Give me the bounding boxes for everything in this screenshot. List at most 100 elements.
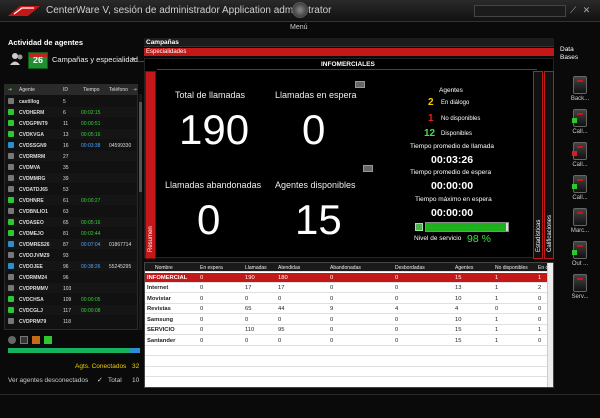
- agent-row[interactable]: CVDKVGA 13 00:05:16: [5, 129, 137, 139]
- table-row[interactable]: SERVICIO 0 110 95 0 0 15 1 1: [145, 326, 549, 335]
- tab-campaigns[interactable]: Campañas: [144, 38, 554, 47]
- show-disconnected-checkbox[interactable]: ✓: [97, 377, 103, 384]
- agent-row[interactable]: CVDMEJO 81 00:02:44: [5, 228, 137, 238]
- table-header: Nombre En espera Llamadas Atendidas Abandona…: [145, 263, 553, 272]
- agent-row[interactable]: castillog 5: [5, 96, 137, 106]
- col-agent[interactable]: Agente: [19, 87, 35, 93]
- table-row[interactable]: Samsung 0 0 0 0 0 10 1 0: [145, 315, 549, 325]
- col-id[interactable]: ID: [63, 87, 68, 93]
- search-input[interactable]: [474, 5, 566, 17]
- agent-id: 96: [63, 263, 69, 270]
- window-controls-icon[interactable]: ⟋ ✕: [570, 5, 593, 15]
- table-cell: 15: [455, 274, 462, 281]
- table-header-cell[interactable]: Desbordadas: [395, 265, 425, 271]
- campaign-filter-label[interactable]: Campañas y especialidad...: [52, 55, 145, 64]
- tab-statistics[interactable]: Estadísticas: [533, 71, 543, 259]
- col-phone[interactable]: Teléfono: [109, 87, 128, 93]
- table-cell: 13: [455, 285, 462, 291]
- empty-row: [145, 378, 549, 387]
- available-label: Disponibles: [441, 131, 473, 137]
- agent-status-icon: [8, 208, 14, 214]
- tab-ratings[interactable]: Calificaciones: [544, 71, 554, 259]
- table-cell: 0: [245, 316, 249, 323]
- expand-icon[interactable]: [355, 81, 365, 88]
- agent-status-icon: [8, 307, 14, 313]
- abandoned-calls-label: Llamadas abandonadas: [165, 180, 262, 190]
- table-row[interactable]: Santander 0 0 0 0 0 15 1 0: [145, 336, 549, 346]
- table-header-cell[interactable]: Agentes: [455, 265, 474, 271]
- table-header-cell[interactable]: Llamadas: [245, 265, 267, 271]
- phone-icon[interactable]: [20, 336, 28, 344]
- chevron-right-icon[interactable]: ▸: [132, 54, 137, 63]
- table-header-cell[interactable]: Atendidas: [278, 265, 301, 271]
- table-header-cell[interactable]: Nombre: [155, 265, 173, 271]
- tab-specialties[interactable]: Especialidades: [144, 48, 554, 56]
- database-item[interactable]: Serv...: [564, 274, 596, 304]
- agent-name: CVDRMRM: [19, 153, 46, 160]
- agent-row[interactable]: CVDBNLIO1 63: [5, 206, 137, 216]
- table-header-cell[interactable]: Abandonadas: [330, 265, 361, 271]
- total-calls-label: Total de llamadas: [175, 90, 246, 100]
- table-header-cell[interactable]: En diálogo: [538, 265, 553, 271]
- agent-status-icon: [8, 109, 14, 115]
- agent-id: 27: [63, 153, 69, 160]
- agent-row[interactable]: CVDMRES26 87 00:07:04 01867714: [5, 239, 137, 249]
- col-time[interactable]: Tiempo: [83, 87, 100, 93]
- calendar-badge[interactable]: 26: [28, 52, 48, 69]
- available-icon[interactable]: [44, 336, 52, 344]
- database-item[interactable]: Call...: [564, 142, 596, 172]
- table-cell: 17: [245, 285, 252, 291]
- agent-row[interactable]: CVDMMRG 39: [5, 173, 137, 183]
- table-row[interactable]: INFOMERCIAL 0 190 180 0 0 15 1 1: [145, 273, 549, 283]
- table-row[interactable]: Movistar 0 0 0 0 0 10 1 0: [145, 294, 549, 304]
- agent-row[interactable]: CVDMVA 35: [5, 162, 137, 172]
- menu-button[interactable]: [292, 2, 308, 18]
- agent-row[interactable]: CVDRMM24 96: [5, 272, 137, 282]
- table-cell: 10: [455, 295, 462, 302]
- agent-row[interactable]: CVDHNRE 61 00:00:27: [5, 195, 137, 205]
- title-bar: CenterWare V, sesión de administrador Ap…: [0, 0, 600, 22]
- max-wait-time-value: 00:00:00: [431, 207, 474, 219]
- agent-row[interactable]: CVDPRM79 118: [5, 316, 137, 326]
- table-cell: 0: [538, 337, 542, 344]
- tab-summary[interactable]: Resumen: [145, 71, 156, 259]
- table-cell: INFOMERCIAL: [147, 274, 188, 281]
- table-scrollbar[interactable]: [547, 263, 553, 387]
- agent-row[interactable]: CVDOJVMZ9 93: [5, 250, 137, 260]
- agent-row[interactable]: CVDRMRM 27: [5, 151, 137, 161]
- agent-id: 65: [63, 219, 69, 226]
- show-disconnected-label[interactable]: Ver agentes desconectados: [8, 377, 89, 384]
- status-icon[interactable]: [8, 336, 16, 344]
- pause-icon[interactable]: [32, 336, 40, 344]
- campaign-title: INFOMERCIALES: [321, 61, 375, 68]
- database-item[interactable]: Back...: [564, 76, 596, 106]
- table-row[interactable]: Internet 0 17 17 0 0 13 1 2: [145, 284, 549, 293]
- server-icon: [573, 274, 587, 292]
- tab-statistics-label: Estadísticas: [536, 219, 542, 252]
- database-item[interactable]: Out ...: [564, 241, 596, 271]
- agent-id: 109: [63, 296, 72, 303]
- agent-row[interactable]: CVDPRMMV 103: [5, 283, 137, 293]
- table-cell: 0: [200, 306, 204, 312]
- database-item[interactable]: Call...: [564, 175, 596, 205]
- not-available-label: No disponibles: [441, 116, 481, 122]
- agent-row[interactable]: CVDATDJ65 53: [5, 184, 137, 194]
- empty-row: [145, 368, 549, 377]
- table-row[interactable]: Revistas 0 65 44 9 4 4 0 0: [145, 305, 549, 314]
- database-item[interactable]: Marc...: [564, 208, 596, 238]
- agent-row[interactable]: CVDCGLJ 117 00:00:08: [5, 305, 137, 315]
- database-item[interactable]: Call...: [564, 109, 596, 139]
- agent-row[interactable]: CVDOJEE 96 00:38:26 55245295: [5, 261, 137, 271]
- expand-icon[interactable]: [363, 165, 373, 172]
- agent-row[interactable]: CVDSSGN9 16 00:03:38 04599330: [5, 140, 137, 150]
- server-icon: [573, 208, 587, 226]
- agent-status-icon: [8, 263, 14, 269]
- agent-row[interactable]: CVDCHSA 109 00:00:05: [5, 294, 137, 304]
- agent-row[interactable]: CVDASEO 65 00:05:16: [5, 217, 137, 227]
- table-header-cell[interactable]: No disponibles: [495, 265, 528, 271]
- agent-row[interactable]: CVDGPINT9 11 00:00:51: [5, 118, 137, 128]
- agent-row[interactable]: CVDHERM 6 00:02:15: [5, 107, 137, 117]
- menu-label[interactable]: Menú: [290, 24, 308, 31]
- agents-scrollbar[interactable]: [139, 94, 142, 330]
- table-header-cell[interactable]: En espera: [200, 265, 223, 271]
